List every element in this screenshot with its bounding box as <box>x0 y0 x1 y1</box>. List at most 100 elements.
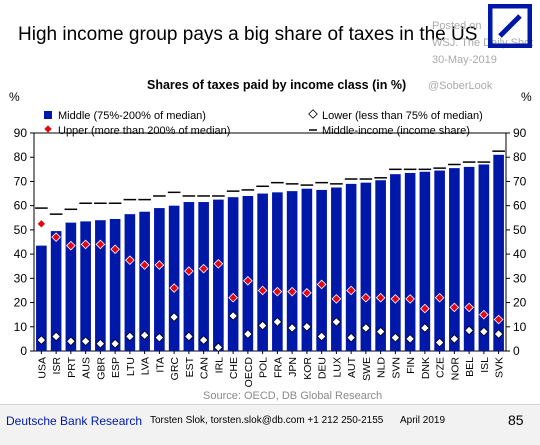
bar-middle <box>375 180 386 351</box>
marker-lower <box>110 338 120 349</box>
bar-middle <box>360 182 372 351</box>
y-tick-label-left: 80 <box>14 150 28 164</box>
watermark-line: Posted on <box>432 20 482 32</box>
legend-label-lower: Lower (less than 75% of median) <box>322 110 483 122</box>
bar-middle <box>316 189 327 351</box>
deutsche-bank-logo-icon <box>488 4 532 48</box>
x-tick-label: ITA <box>154 357 166 373</box>
x-tick-label: ISL <box>479 357 491 373</box>
y-tick-label-left: 0 <box>20 344 27 358</box>
marker-upper <box>434 292 445 303</box>
bar-middle <box>493 154 504 351</box>
bar-middle <box>272 192 283 351</box>
marker-lower <box>346 332 356 343</box>
bar-middle <box>419 171 431 351</box>
marker-upper <box>243 275 253 286</box>
footer <box>0 404 540 445</box>
chart-source: Source: OECD, DB Global Research <box>203 390 382 402</box>
bar-middle <box>331 187 342 351</box>
marker-upper <box>331 294 342 304</box>
x-tick-label: CZE <box>435 357 447 378</box>
marker-upper <box>405 294 415 304</box>
x-tick-label: LTU <box>125 357 137 376</box>
x-tick-label: KOR <box>302 357 314 380</box>
footer-date: April 2019 <box>400 415 446 426</box>
marker-lower <box>287 323 297 333</box>
bar-middle <box>36 245 47 351</box>
marker-lower <box>66 336 76 347</box>
bar-middle <box>124 214 136 351</box>
bar-middle <box>65 222 77 351</box>
marker-lower <box>302 321 312 332</box>
bar-middle <box>257 193 268 351</box>
legend-label-middle: Middle (75%-200% of median) <box>58 110 206 122</box>
bar-middle <box>198 202 209 351</box>
marker-lower <box>257 320 268 331</box>
y-tick-label-right: 30 <box>513 271 527 285</box>
y-tick-label-left: 60 <box>14 199 28 213</box>
marker-upper <box>302 288 312 298</box>
y-tick-label-right: 50 <box>513 223 527 237</box>
x-tick-label: SVN <box>390 357 402 379</box>
marker-lower <box>228 311 238 321</box>
y-axis-unit-left: % <box>9 90 20 104</box>
x-tick-label: GRC <box>169 357 181 381</box>
bar-middle <box>80 221 91 351</box>
bar-middle <box>463 166 475 351</box>
marker-lower <box>390 332 401 343</box>
marker-lower <box>272 317 283 327</box>
marker-upper <box>390 294 401 304</box>
marker-upper <box>346 285 356 296</box>
bar-middle <box>390 174 401 351</box>
x-tick-label: DEU <box>317 357 329 379</box>
marker-upper <box>36 219 47 229</box>
x-tick-label: SWE <box>361 357 373 381</box>
legend-marker-lower <box>308 109 318 119</box>
y-axis-unit-right: % <box>521 90 532 104</box>
x-tick-label: IRL <box>213 357 225 374</box>
footer-contact: Torsten Slok, torsten.slok@db.com +1 212… <box>150 415 384 426</box>
watermark-line: 30-May-2019 <box>432 54 497 66</box>
marker-lower <box>434 337 445 348</box>
marker-lower <box>479 326 489 337</box>
y-tick-label-right: 80 <box>513 150 527 164</box>
bar-middle <box>434 170 445 351</box>
y-tick-label-left: 70 <box>14 174 28 188</box>
chart-title: Shares of taxes paid by income class (in… <box>147 78 407 92</box>
y-tick-label-left: 40 <box>14 247 28 261</box>
x-tick-label: NOR <box>449 357 461 381</box>
marker-upper <box>449 302 460 313</box>
marker-upper <box>464 302 474 313</box>
twitter-handle: @SoberLook <box>428 80 493 92</box>
x-tick-label: GBR <box>95 357 107 380</box>
marker-lower <box>169 312 179 322</box>
marker-upper <box>257 285 268 296</box>
marker-upper <box>66 240 76 251</box>
y-tick-label-right: 10 <box>513 320 527 334</box>
bar-middle <box>109 218 121 351</box>
bar-middle <box>139 211 150 351</box>
y-tick-label-right: 40 <box>513 247 527 261</box>
marker-lower <box>316 331 327 342</box>
marker-upper <box>80 239 91 250</box>
bar-middle <box>227 197 239 351</box>
x-tick-label: USA <box>36 357 48 379</box>
marker-upper <box>110 244 120 255</box>
x-tick-label: AUT <box>346 356 358 378</box>
marker-lower <box>464 325 474 336</box>
legend-marker-upper <box>43 124 53 134</box>
y-tick-label-right: 20 <box>513 296 527 310</box>
footer-brand: Deutsche Bank Research <box>6 414 143 428</box>
x-tick-label: DNK <box>420 357 432 379</box>
x-tick-label: EST <box>184 356 196 377</box>
marker-upper <box>420 303 430 314</box>
marker-upper <box>125 255 135 265</box>
bar-middle <box>449 168 460 351</box>
marker-lower <box>80 336 91 347</box>
marker-upper <box>272 286 283 297</box>
page-title: High income group pays a big share of ta… <box>18 24 478 45</box>
x-tick-label: CHE <box>228 357 240 379</box>
bar-middle <box>345 183 357 351</box>
marker-upper <box>287 286 297 297</box>
bar-middle <box>213 199 224 351</box>
